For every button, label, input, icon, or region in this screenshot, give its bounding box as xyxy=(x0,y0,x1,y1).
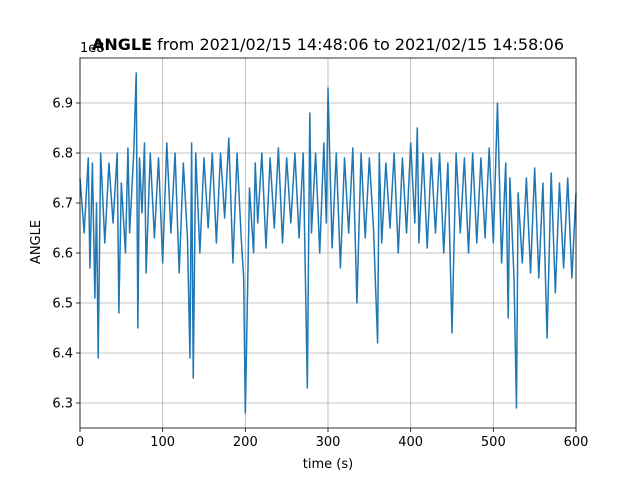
y-tick-label: 6.9 xyxy=(52,97,73,112)
y-axis: 6.3 6.4 6.5 6.6 6.7 6.8 6.9 xyxy=(52,97,80,412)
y-tick-label: 6.6 xyxy=(52,247,73,262)
x-tick-label: 500 xyxy=(481,435,506,450)
y-tick-label: 6.3 xyxy=(52,397,73,412)
y-axis-label: ANGLE xyxy=(29,220,44,264)
x-axis: 0 100 200 300 400 500 600 xyxy=(76,428,589,450)
x-tick-label: 300 xyxy=(316,435,341,450)
x-tick-label: 600 xyxy=(564,435,589,450)
x-axis-label: time (s) xyxy=(303,457,353,472)
y-tick-label: 6.5 xyxy=(52,297,73,312)
y-tick-label: 6.7 xyxy=(52,197,73,212)
chart-title: ANGLE from 2021/02/15 14:48:06 to 2021/0… xyxy=(92,35,564,54)
y-tick-label: 6.4 xyxy=(52,347,73,362)
series-line xyxy=(79,72,577,414)
x-tick-label: 0 xyxy=(76,435,84,450)
y-tick-label: 6.8 xyxy=(52,147,73,162)
x-tick-label: 400 xyxy=(398,435,423,450)
series-layer xyxy=(79,72,577,414)
chart-title-bold: ANGLE xyxy=(92,35,152,54)
x-tick-label: 200 xyxy=(233,435,258,450)
x-tick-label: 100 xyxy=(150,435,175,450)
chart-title-rest: from 2021/02/15 14:48:06 to 2021/02/15 1… xyxy=(152,35,564,54)
y-offset-label: 1e8 xyxy=(80,41,105,56)
